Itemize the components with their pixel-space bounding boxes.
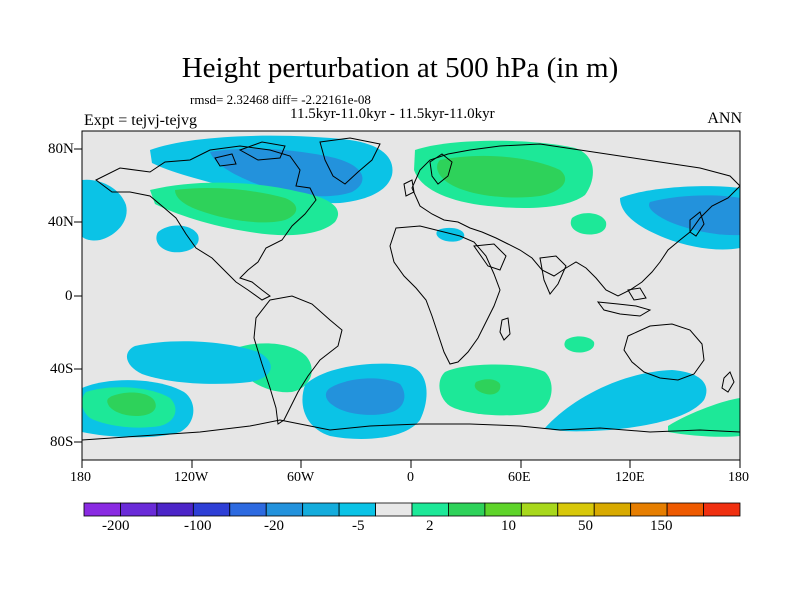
lat-tick-label: 40N — [48, 214, 74, 230]
neg-anomaly-east-pacific-small — [156, 225, 199, 253]
coast-india — [539, 255, 567, 295]
lon-tick-label: 120W — [174, 470, 209, 485]
colorbar-swatch — [557, 502, 595, 517]
season-label: ANN — [707, 110, 742, 127]
pos-anomaly-south-pacific-west-core — [107, 392, 156, 416]
colorbar-swatch — [593, 502, 632, 517]
figure-title: Height perturbation at 500 hPa (in m) — [181, 52, 619, 84]
lon-tick-label: 0 — [407, 470, 414, 485]
colorbar-swatch — [666, 502, 704, 517]
neg-anomaly-southern-ocean-australia — [545, 370, 707, 432]
coast-arctic-islands — [214, 141, 286, 167]
coast-eurasia — [411, 143, 740, 297]
colorbar-label: -100 — [184, 518, 212, 534]
lat-tick-label: 80S — [50, 434, 74, 450]
coast-scandinavia — [429, 153, 453, 185]
colorbar-swatch — [448, 502, 486, 517]
coast-arabia — [473, 243, 507, 271]
colorbar-swatch — [630, 502, 668, 517]
colorbar-swatch — [156, 502, 194, 517]
contour-fills — [82, 135, 740, 439]
neg-anomaly-north-america-core — [210, 148, 363, 197]
coast-africa — [389, 225, 501, 365]
coast-antarctica — [82, 419, 740, 441]
coast-japan — [689, 211, 705, 237]
pos-anomaly-central-asia — [570, 213, 607, 235]
colorbar-swatch — [120, 502, 158, 517]
lon-tick-label: 120E — [615, 470, 645, 485]
pos-anomaly-east-indian-small — [564, 336, 595, 353]
neg-anomaly-west-pacific-edge — [82, 179, 127, 241]
colorbar-swatch — [192, 502, 231, 517]
lon-tick-label: 60W — [287, 470, 315, 485]
colorbar-swatch — [411, 502, 449, 517]
pos-anomaly-eurasia-core — [437, 155, 566, 198]
coast-indonesia — [596, 287, 652, 317]
colorbar-swatch — [520, 502, 559, 517]
colorbar-swatch — [229, 502, 267, 517]
axis-ticks — [74, 148, 741, 468]
neg-anomaly-south-atlantic-core — [325, 378, 405, 415]
lat-tick-label: 0 — [65, 288, 73, 304]
coast-british-isles — [403, 179, 415, 197]
coastlines — [82, 137, 740, 441]
colorbar-label: 2 — [426, 518, 434, 534]
colorbar-swatch — [83, 502, 121, 517]
colorbar-label: 10 — [501, 518, 516, 534]
colorbar-label: 150 — [650, 518, 673, 534]
coast-greenland — [319, 137, 381, 185]
coast-madagascar — [499, 317, 511, 341]
lat-tick-label: 40S — [50, 361, 74, 377]
colorbar-label: -5 — [352, 518, 365, 534]
colorbar-label: 50 — [578, 518, 593, 534]
coast-new-zealand — [721, 371, 735, 393]
pos-anomaly-east-of-australia — [668, 398, 740, 437]
colorbar-swatch — [703, 502, 741, 517]
lon-tick-label: 180 — [728, 470, 749, 485]
colorbar-swatch — [265, 502, 304, 517]
experiment-label: Expt = tejvj-tejvg — [84, 112, 197, 129]
coast-australia — [623, 323, 705, 381]
pos-anomaly-atlantic-core — [175, 187, 297, 223]
pos-anomaly-south-indian-core — [474, 379, 501, 395]
lon-tick-label: 180 — [70, 470, 91, 485]
colorbar-swatch — [338, 502, 376, 517]
lat-tick-label: 80N — [48, 141, 74, 157]
lon-tick-label: 60E — [508, 470, 531, 485]
period-subtitle: 11.5kyr-11.0kyr - 11.5kyr-11.0kyr — [290, 106, 495, 122]
colorbar-swatch — [484, 502, 522, 517]
neg-anomaly-north-pacific-core — [649, 195, 740, 236]
neg-anomaly-south-pacific-east — [126, 341, 271, 384]
colorbar-label: -20 — [264, 518, 284, 534]
colorbar-label: -200 — [102, 518, 130, 534]
colorbar-swatch — [375, 502, 413, 517]
statistics-line: rmsd= 2.32468 diff= -2.22161e-08 — [190, 92, 371, 107]
coast-north-america — [95, 145, 317, 301]
coast-south-america — [253, 295, 343, 425]
colorbar — [83, 502, 741, 517]
colorbar-swatch — [302, 502, 340, 517]
